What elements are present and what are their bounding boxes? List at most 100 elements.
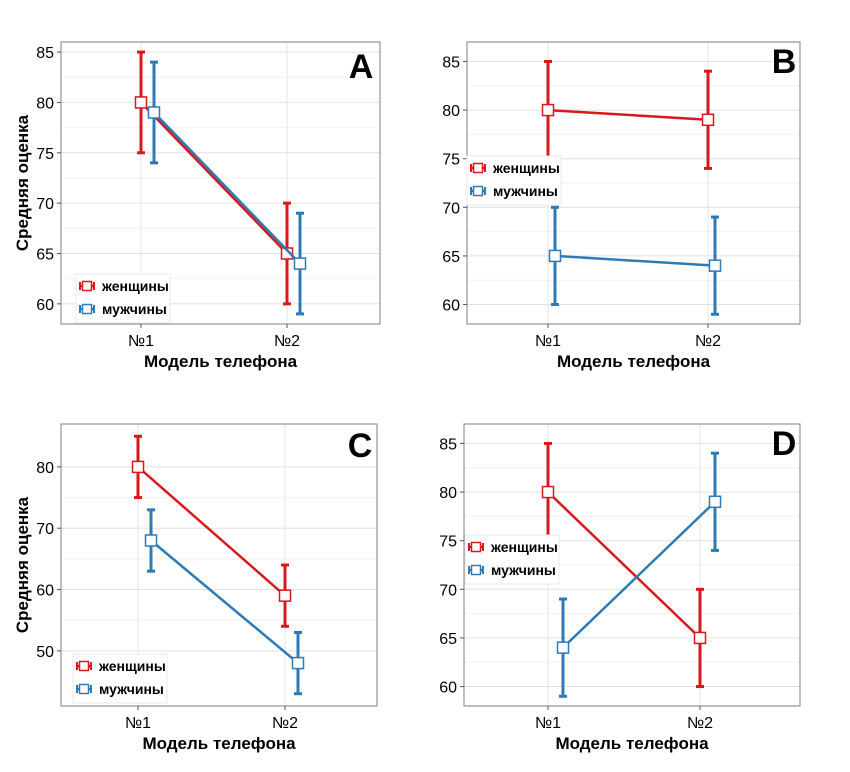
legend: женщины мужчины <box>72 653 168 704</box>
y-tick-label: 65 <box>439 631 457 648</box>
legend-label: женщины <box>492 160 560 176</box>
data-point <box>131 460 145 474</box>
legend-key-marker <box>81 280 93 292</box>
y-tick-label: 80 <box>442 103 460 120</box>
series-men <box>548 205 722 316</box>
data-point <box>541 103 555 117</box>
series-men <box>147 60 307 316</box>
series-line <box>562 500 716 649</box>
y-tick-label: 60 <box>439 680 457 697</box>
legend-key-marker <box>78 683 90 695</box>
y-tick-label: 70 <box>36 521 54 538</box>
y-tick-label: 85 <box>439 436 457 453</box>
x-tick-label: №2 <box>687 715 713 732</box>
x-tick-label: №2 <box>695 333 721 350</box>
legend-key-marker <box>472 162 484 174</box>
panel-letter: C <box>348 427 373 465</box>
x-tick-label: №1 <box>535 333 561 350</box>
series-men <box>144 508 305 696</box>
legend: женщины мужчины <box>75 273 171 324</box>
series-line <box>150 539 299 665</box>
data-point <box>280 247 294 260</box>
x-axis-title: Модель телефона <box>555 734 709 753</box>
legend-key-marker <box>470 564 482 576</box>
legend-label: мужчины <box>102 301 167 317</box>
x-tick-label: №1 <box>128 333 154 350</box>
legend-label: мужчины <box>493 183 558 199</box>
panel-c: 50 60 70 80 №1 №2 Модель телефона Средняя оценк… <box>13 423 378 753</box>
x-axis-title: Модель телефона <box>557 352 711 371</box>
series-line <box>140 101 288 255</box>
x-tick-label: №2 <box>274 333 300 350</box>
legend-key-marker <box>472 185 484 197</box>
y-tick-label: 75 <box>442 152 460 169</box>
y-tick-label: 70 <box>36 196 54 213</box>
series-line <box>153 111 301 265</box>
y-tick-label: 60 <box>36 583 54 600</box>
y-tick-label: 80 <box>36 460 54 477</box>
y-tick-label: 75 <box>439 534 457 551</box>
series-women <box>131 434 292 628</box>
series-women <box>134 50 294 306</box>
series-line <box>547 491 701 639</box>
x-axis-title: Модель телефона <box>142 734 296 753</box>
data-point <box>134 96 148 109</box>
data-point <box>278 589 292 602</box>
data-point <box>548 249 562 263</box>
data-point <box>701 113 715 127</box>
legend-key-marker <box>470 541 482 553</box>
x-tick-label: №2 <box>272 715 298 732</box>
data-point <box>147 106 161 119</box>
legend-label: женщины <box>101 278 169 294</box>
y-tick-label: 50 <box>36 644 54 661</box>
y-tick-label: 75 <box>36 146 54 163</box>
panel-border <box>60 41 381 325</box>
y-tick-label: 85 <box>36 45 54 62</box>
legend: женщины мужчины <box>466 155 562 206</box>
y-tick-label: 85 <box>442 54 460 71</box>
data-point <box>708 495 722 509</box>
y-tick-label: 70 <box>442 200 460 217</box>
x-tick-label: №1 <box>125 715 151 732</box>
legend: женщины мужчины <box>464 534 560 585</box>
panel-letter: D <box>772 425 797 463</box>
data-point <box>293 257 307 270</box>
panel-border <box>60 423 378 707</box>
legend-label: мужчины <box>491 562 556 578</box>
data-point <box>556 641 570 654</box>
legend-label: мужчины <box>99 681 164 697</box>
data-point <box>144 534 158 547</box>
y-tick-label: 70 <box>439 582 457 599</box>
panel-letter: B <box>772 43 797 81</box>
series-men <box>556 451 722 698</box>
panel-a: 60 65 70 75 80 85 №1 №2 Модель телефона Средняя о… <box>13 41 381 371</box>
panel-letter: A <box>349 48 374 86</box>
legend-key-marker <box>78 660 90 672</box>
panel-border <box>463 423 801 707</box>
data-point <box>291 656 305 670</box>
series-women <box>541 59 715 170</box>
y-axis-title: Средняя оценка <box>13 496 32 633</box>
data-point <box>541 485 555 499</box>
legend-key-marker <box>81 303 93 315</box>
series-line <box>547 108 709 122</box>
series-line <box>137 465 286 597</box>
y-tick-label: 65 <box>442 249 460 266</box>
y-tick-label: 80 <box>439 485 457 502</box>
series-women <box>541 441 707 689</box>
y-tick-label: 60 <box>36 297 54 314</box>
x-axis-title: Модель телефона <box>144 352 298 371</box>
data-point <box>708 259 722 272</box>
x-tick-label: №1 <box>535 715 561 732</box>
legend-label: женщины <box>490 539 558 555</box>
data-point <box>693 631 707 645</box>
series-line <box>554 254 716 267</box>
y-tick-label: 60 <box>442 298 460 315</box>
legend-label: женщины <box>98 658 166 674</box>
y-axis-title: Средняя оценка <box>13 114 32 251</box>
y-tick-label: 65 <box>36 247 54 264</box>
y-tick-label: 80 <box>36 95 54 112</box>
